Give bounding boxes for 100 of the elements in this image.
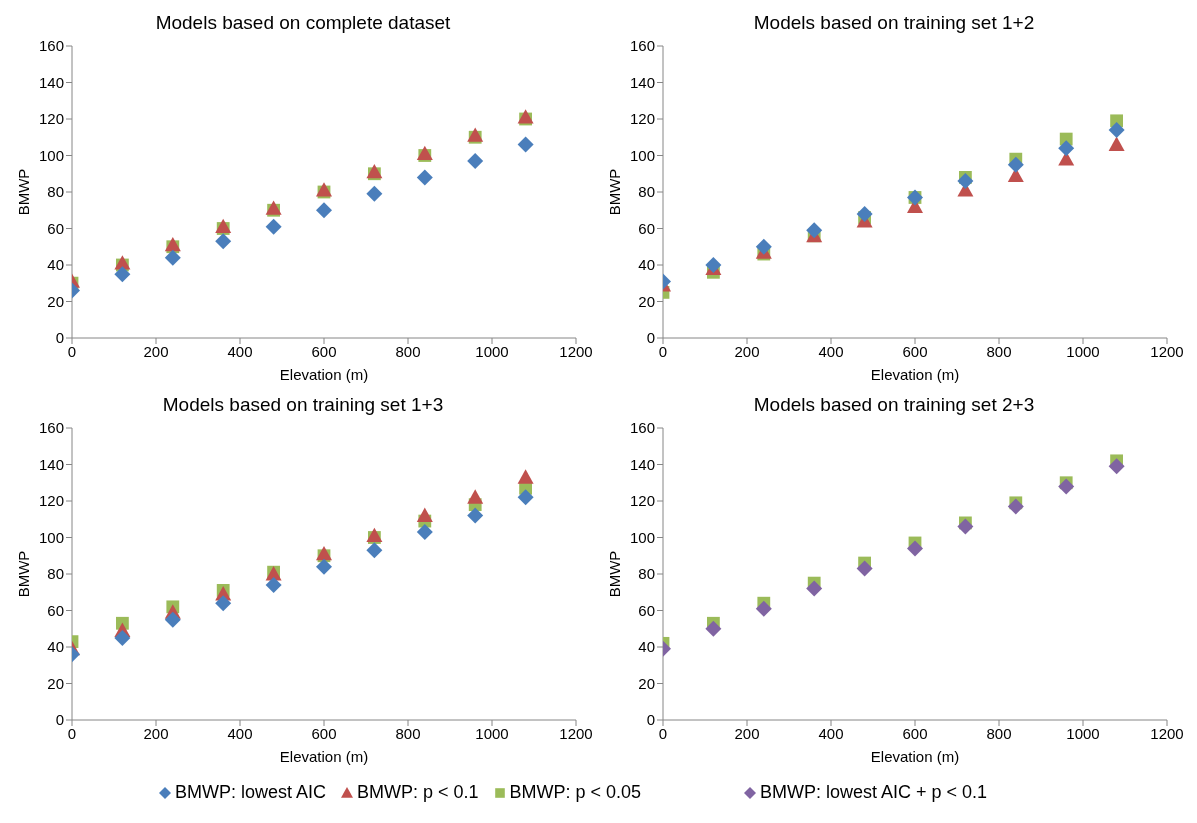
y-tick-label: 60 [47, 219, 64, 237]
legend-label: BMWP: lowest AIC + p < 0.1 [760, 782, 988, 803]
legend-label: BMWP: lowest AIC [175, 782, 327, 803]
x-tick-label: 1000 [1066, 342, 1100, 360]
point [164, 236, 181, 252]
y-tick-label: 40 [47, 256, 64, 274]
y-tick-label: 40 [47, 638, 64, 656]
x-axis-title: Elevation (m) [870, 366, 960, 383]
point [1007, 156, 1024, 173]
point [265, 576, 282, 593]
y-tick-label: 80 [638, 183, 655, 201]
point [806, 222, 823, 239]
y-tick-label: 20 [638, 292, 655, 310]
point [755, 238, 772, 255]
y-axis-title: BMWP [606, 550, 624, 598]
x-tick-label: 400 [818, 342, 844, 360]
point [416, 507, 433, 522]
point [366, 185, 383, 202]
point [957, 518, 974, 535]
y-tick-label: 60 [47, 601, 64, 619]
y-tick-label: 0 [55, 329, 64, 347]
y-tick-label: 120 [38, 492, 64, 510]
point [517, 469, 534, 484]
y-tick-label: 100 [38, 528, 64, 546]
y-tick-label: 160 [629, 419, 655, 437]
y-tick-label: 0 [646, 329, 655, 347]
x-tick-label: 600 [311, 342, 337, 360]
point [215, 595, 232, 612]
point [114, 266, 131, 283]
point [957, 173, 974, 190]
x-tick-label: 1200 [1150, 342, 1184, 360]
x-tick-label: 1000 [475, 724, 509, 742]
y-tick-label: 0 [55, 711, 64, 729]
chart-title: Models based on training set 2+3 [752, 393, 1036, 417]
x-tick-label: 600 [902, 342, 928, 360]
point [517, 489, 534, 506]
x-tick-label: 200 [734, 724, 760, 742]
legend-label: BMWP: p < 0.05 [509, 782, 642, 803]
point [316, 558, 332, 575]
legend-label: BMWP: p < 0.1 [357, 782, 479, 803]
point [517, 136, 534, 153]
y-axis-title: BMWP [15, 168, 33, 216]
x-tick-label: 0 [658, 342, 668, 360]
point [806, 580, 823, 597]
point [467, 489, 484, 504]
point [316, 545, 332, 561]
point [416, 524, 433, 541]
y-tick-label: 160 [38, 37, 64, 55]
x-tick-label: 200 [143, 724, 169, 742]
x-axis-title: Elevation (m) [279, 748, 369, 765]
y-tick-label: 20 [638, 674, 655, 692]
y-tick-label: 80 [47, 183, 64, 201]
x-tick-label: 1200 [1150, 724, 1184, 742]
y-axis-title: BMWP [606, 168, 624, 216]
x-tick-label: 800 [395, 342, 421, 360]
x-tick-label: 1000 [475, 342, 509, 360]
y-tick-label: 20 [47, 292, 64, 310]
point [416, 169, 433, 186]
chart-title: Models based on training set 1+2 [752, 11, 1036, 35]
x-tick-label: 200 [734, 342, 760, 360]
point [215, 218, 232, 234]
y-tick-label: 140 [629, 455, 655, 473]
point [1007, 498, 1024, 515]
point [856, 205, 873, 222]
point [316, 202, 332, 219]
point [1058, 140, 1075, 157]
y-tick-label: 140 [38, 73, 64, 91]
point [705, 620, 722, 637]
y-tick-label: 100 [38, 146, 64, 164]
point [416, 145, 433, 161]
y-tick-label: 120 [629, 110, 655, 128]
x-tick-label: 200 [143, 342, 169, 360]
x-tick-label: 400 [227, 342, 253, 360]
point [467, 507, 484, 524]
y-tick-label: 40 [638, 638, 655, 656]
chart-title: Models based on complete dataset [154, 11, 452, 35]
y-tick-label: 100 [629, 146, 655, 164]
y-tick-label: 80 [47, 565, 64, 583]
x-tick-label: 1200 [559, 342, 593, 360]
point [1108, 136, 1125, 151]
point [215, 233, 232, 250]
point [907, 540, 923, 557]
x-tick-label: 0 [67, 342, 77, 360]
y-tick-label: 120 [629, 492, 655, 510]
y-tick-label: 160 [38, 419, 64, 437]
x-tick-label: 800 [395, 724, 421, 742]
point [856, 560, 873, 577]
point [265, 218, 282, 235]
y-tick-label: 120 [38, 110, 64, 128]
y-tick-label: 80 [638, 565, 655, 583]
point [1108, 458, 1125, 475]
x-axis-title: Elevation (m) [870, 748, 960, 765]
point [755, 600, 772, 617]
point [366, 527, 383, 543]
x-tick-label: 0 [67, 724, 77, 742]
y-axis-title: BMWP [15, 550, 33, 598]
x-axis-title: Elevation (m) [279, 366, 369, 383]
x-tick-label: 800 [986, 724, 1012, 742]
x-tick-label: 800 [986, 342, 1012, 360]
point [1058, 478, 1075, 495]
